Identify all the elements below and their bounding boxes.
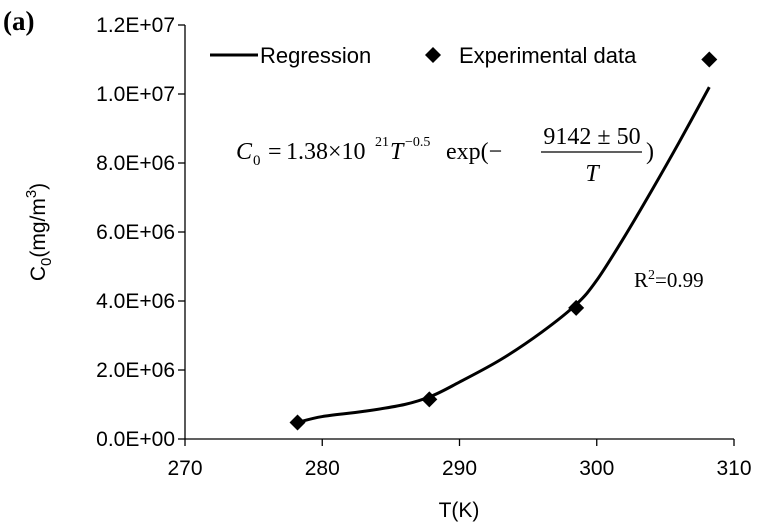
panel-label: (a): [3, 6, 34, 36]
equation-T-exponent: −0.5: [405, 135, 430, 150]
data-point-diamond: [568, 299, 585, 316]
y-axis-title: C0(mg/m3): [23, 183, 55, 281]
r-squared-exponent: 2: [648, 268, 655, 283]
equation-denominator: T: [585, 161, 600, 187]
legend: Regression Experimental data: [210, 43, 637, 68]
y-title-sub: 0: [38, 258, 55, 266]
r-squared-annotation: R2=0.99: [634, 268, 704, 292]
equation-coefficient-exponent: 21: [375, 135, 389, 150]
y-tick-label: 4.0E+06: [96, 290, 175, 313]
y-title-sup: 3: [23, 190, 40, 198]
data-point-diamond: [289, 414, 306, 431]
y-title-var: C: [27, 266, 50, 281]
y-axis-ticks: 0.0E+00 2.0E+06 4.0E+06 6.0E+06 8.0E+06 1.0E+…: [96, 14, 185, 451]
regression-line: [297, 86, 711, 424]
y-tick-label: 1.0E+07: [96, 83, 175, 106]
y-tick-label: 1.2E+07: [96, 14, 175, 37]
x-axis-ticks: 270 280 290 300 310: [167, 439, 752, 480]
equation-lhs-sub: 0: [253, 153, 261, 169]
svg-text:C0(mg/m3): C0(mg/m3): [23, 183, 55, 281]
y-tick-label: 2.0E+06: [96, 359, 175, 382]
equation-coefficient: 1.38×10: [286, 139, 366, 165]
y-tick-label: 6.0E+06: [96, 221, 175, 244]
r-squared-value: =0.99: [655, 268, 704, 292]
equation-exp: exp(−: [446, 139, 502, 165]
r-squared-letter: R: [634, 268, 648, 292]
x-tick-label: 270: [167, 457, 202, 480]
equation-equals: =: [268, 139, 282, 165]
y-title-unit: (mg/m: [27, 198, 50, 258]
x-tick-label: 290: [442, 457, 477, 480]
equation-annotation: C 0 = 1.38×10 21 T −0.5 exp(− 9142 ± 50 …: [236, 124, 654, 187]
legend-regression-label: Regression: [260, 43, 371, 68]
equation-close: ): [646, 139, 654, 165]
equation-lhs: C: [236, 139, 253, 165]
equation-numerator: 9142 ± 50: [543, 124, 640, 150]
data-point-diamond: [421, 391, 438, 408]
legend-experimental-label: Experimental data: [459, 43, 637, 68]
legend-diamond-marker: [425, 47, 441, 63]
equation-T: T: [390, 139, 405, 165]
experimental-markers: [289, 51, 718, 431]
x-tick-label: 300: [579, 457, 614, 480]
x-tick-label: 310: [716, 457, 751, 480]
y-title-close: ): [27, 183, 50, 190]
y-tick-label: 8.0E+06: [96, 152, 175, 175]
x-axis-title: T(K): [439, 499, 480, 522]
data-point-diamond: [701, 51, 718, 68]
y-tick-label: 0.0E+00: [96, 428, 175, 451]
x-tick-label: 280: [305, 457, 340, 480]
